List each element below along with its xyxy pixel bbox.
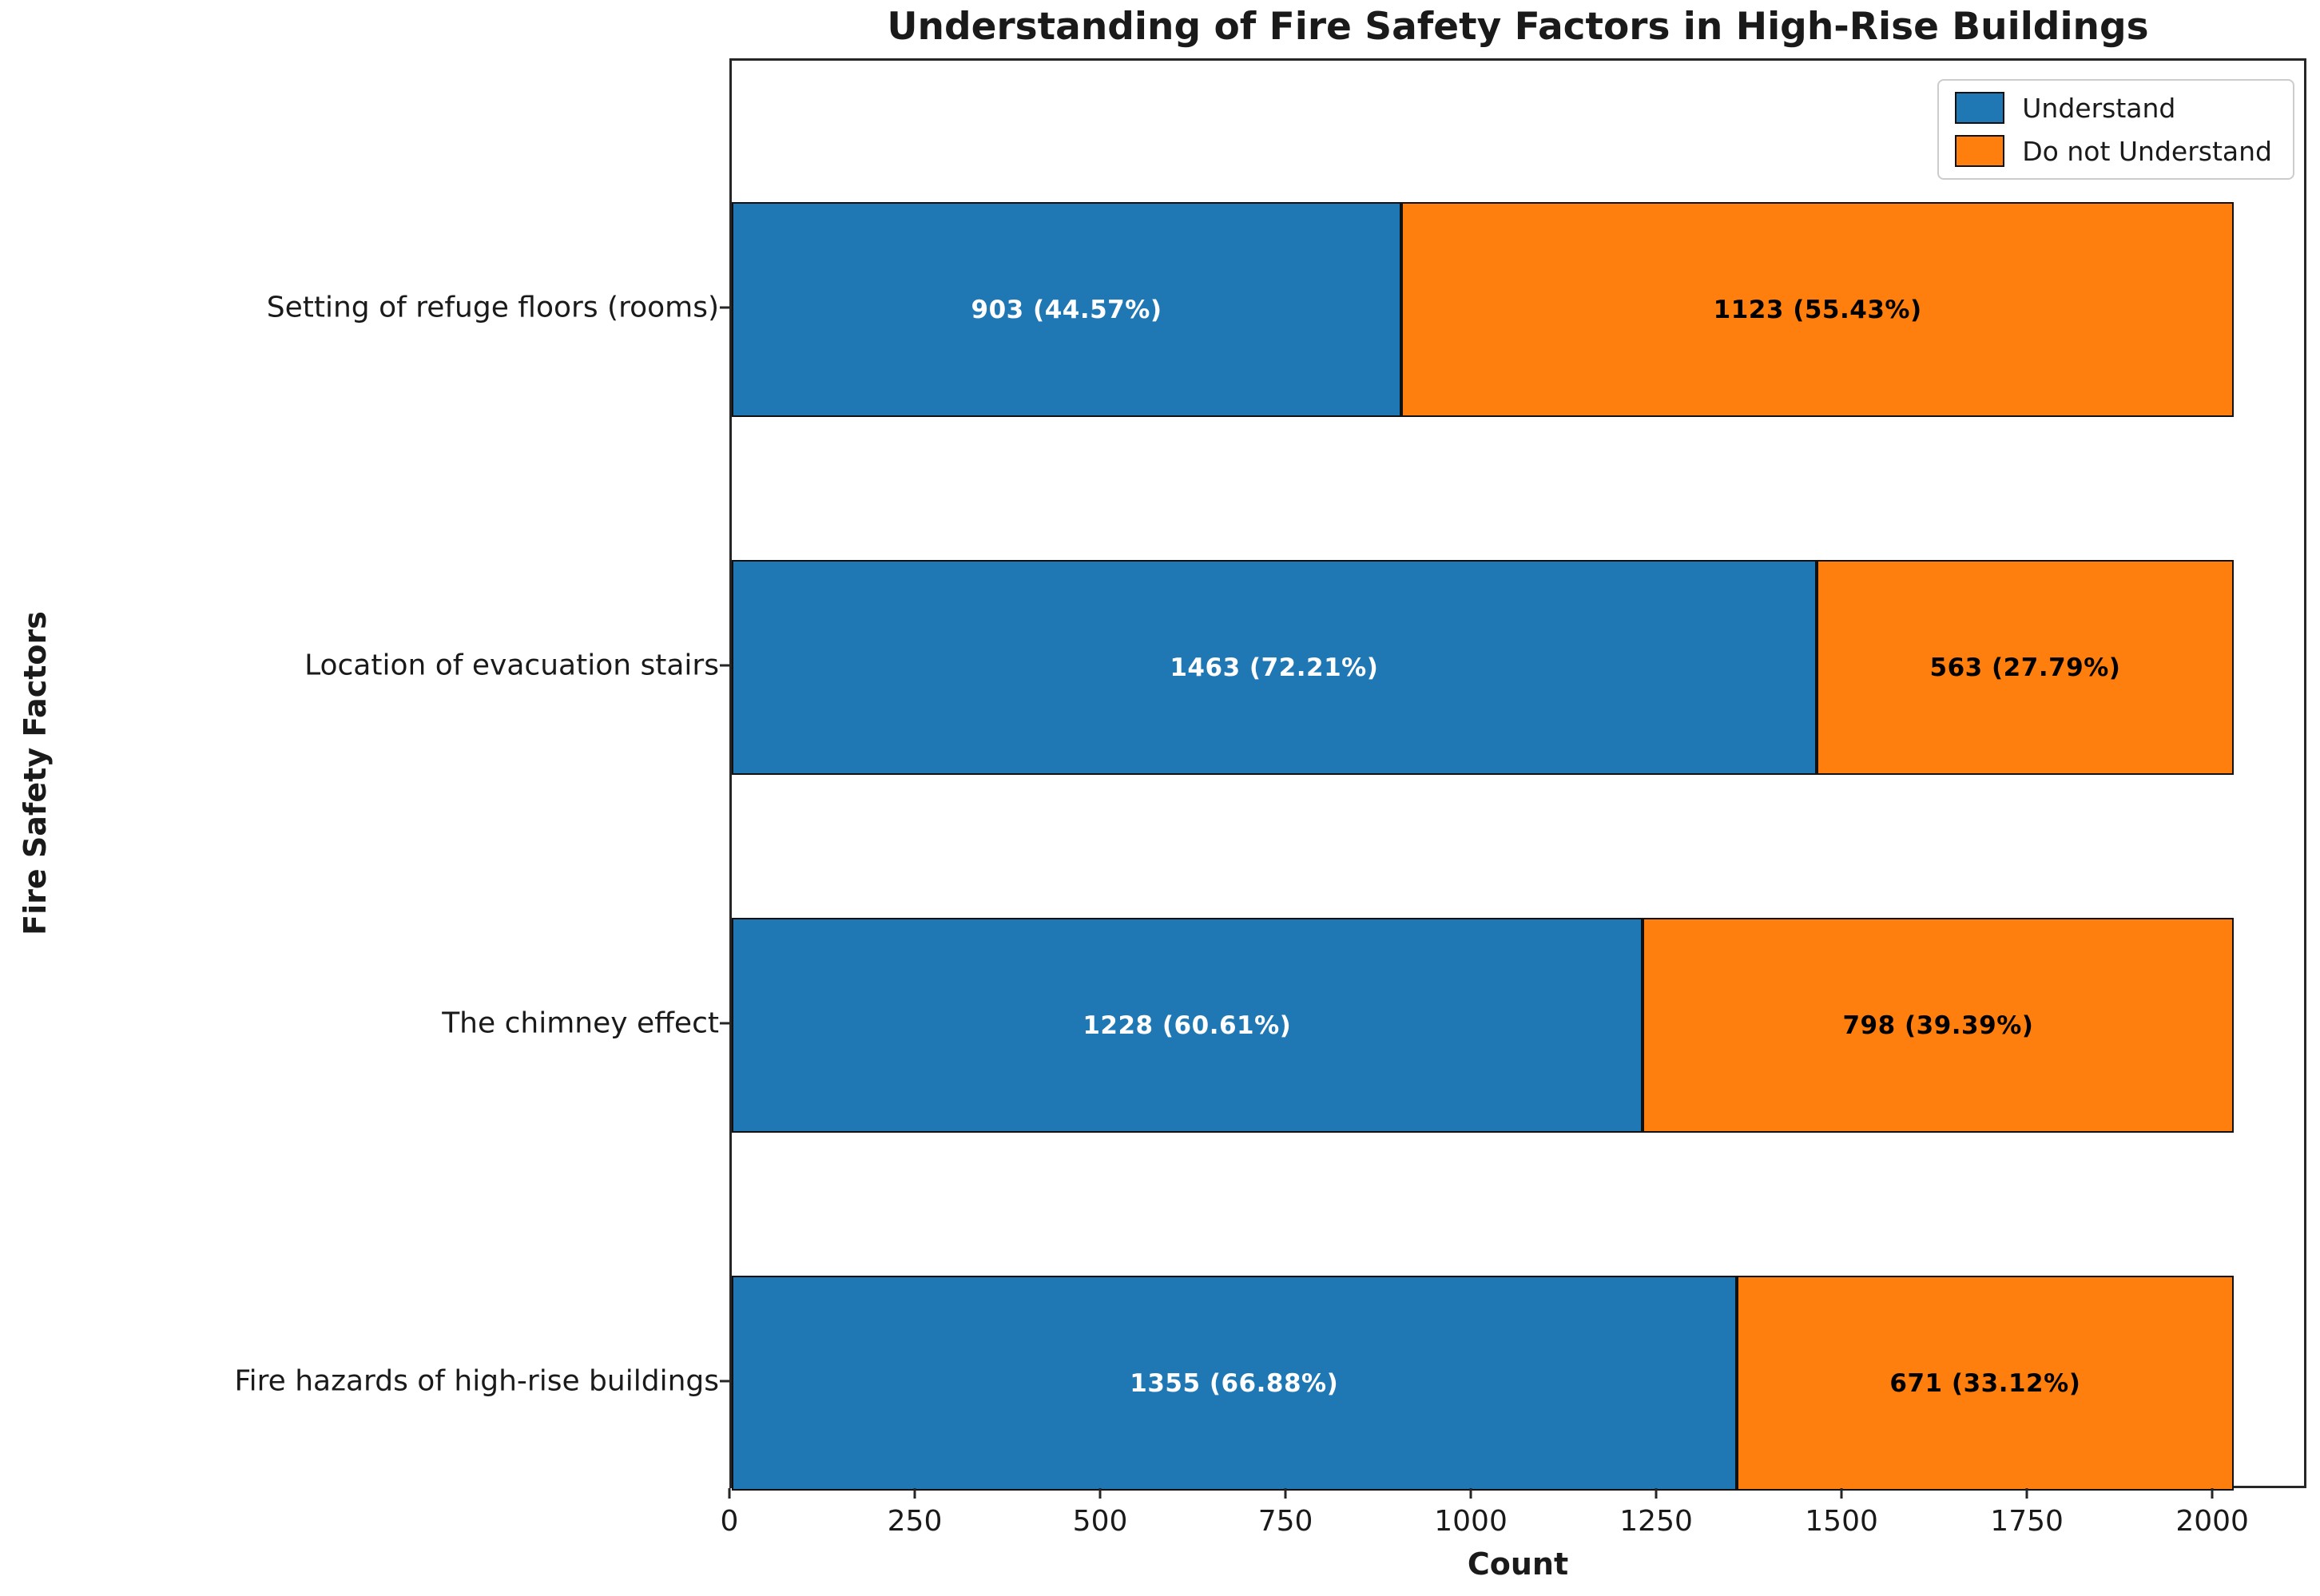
legend: Understand Do not Understand <box>1937 79 2294 180</box>
x-tick-mark <box>2025 1488 2028 1499</box>
x-tick-mark <box>913 1488 916 1499</box>
bar-value-label: 563 (27.79%) <box>1929 653 2121 682</box>
x-tick-mark <box>2211 1488 2214 1499</box>
y-tick-label: The chimney effect <box>442 1006 719 1039</box>
bar-segment: 1355 (66.88%) <box>732 1276 1737 1491</box>
y-tick-mark <box>720 1380 729 1382</box>
bar-segment: 1123 (55.43%) <box>1401 202 2235 417</box>
legend-swatch-do-not-understand <box>1955 135 2005 167</box>
x-tick-mark <box>1469 1488 1472 1499</box>
legend-item-do-not-understand: Do not Understand <box>1955 135 2272 167</box>
bar-segment: 1463 (72.21%) <box>732 560 1817 775</box>
x-tick-mark <box>1840 1488 1843 1499</box>
x-axis-title: Count <box>1467 1546 1569 1582</box>
bar-value-label: 798 (39.39%) <box>1842 1010 2034 1040</box>
x-tick-mark <box>1098 1488 1102 1499</box>
y-tick-label: Fire hazards of high-rise buildings <box>234 1364 719 1397</box>
bar-segment: 903 (44.57%) <box>732 202 1402 417</box>
bar-value-label: 903 (44.57%) <box>971 295 1162 324</box>
legend-label: Understand <box>2022 92 2176 124</box>
x-tick-label: 250 <box>887 1505 943 1538</box>
bar-value-label: 1463 (72.21%) <box>1170 653 1379 682</box>
chart-title: Understanding of Fire Safety Factors in … <box>887 5 2149 49</box>
x-tick-label: 1750 <box>1990 1505 2064 1538</box>
y-tick-mark <box>720 1022 729 1024</box>
x-tick-mark <box>728 1488 731 1499</box>
x-tick-label: 500 <box>1072 1505 1128 1538</box>
legend-label: Do not Understand <box>2022 135 2272 167</box>
x-tick-label: 0 <box>720 1505 739 1538</box>
y-tick-label: Setting of refuge floors (rooms) <box>266 291 719 324</box>
x-tick-mark <box>1284 1488 1287 1499</box>
bar-value-label: 671 (33.12%) <box>1889 1368 2081 1398</box>
x-tick-label: 1000 <box>1434 1505 1508 1538</box>
x-tick-label: 750 <box>1257 1505 1313 1538</box>
bar-segment: 563 (27.79%) <box>1816 560 2235 775</box>
bar-segment: 1228 (60.61%) <box>732 918 1643 1133</box>
legend-item-understand: Understand <box>1955 92 2272 124</box>
y-tick-mark <box>720 306 729 308</box>
legend-swatch-understand <box>1955 92 2005 124</box>
bar-segment: 798 (39.39%) <box>1642 918 2235 1133</box>
bar-segment: 671 (33.12%) <box>1736 1276 2235 1491</box>
plot-area: Understand Do not Understand 903 (44.57%… <box>729 58 2306 1491</box>
x-tick-label: 1250 <box>1619 1505 1693 1538</box>
y-tick-mark <box>720 664 729 666</box>
bar-value-label: 1228 (60.61%) <box>1083 1010 1292 1040</box>
bar-value-label: 1123 (55.43%) <box>1713 295 1922 324</box>
bar-value-label: 1355 (66.88%) <box>1130 1368 1339 1398</box>
y-tick-label: Location of evacuation stairs <box>304 649 719 681</box>
y-axis-title: Fire Safety Factors <box>18 611 53 935</box>
x-tick-label: 1500 <box>1805 1505 1878 1538</box>
x-tick-mark <box>1655 1488 1658 1499</box>
x-tick-label: 2000 <box>2175 1505 2249 1538</box>
